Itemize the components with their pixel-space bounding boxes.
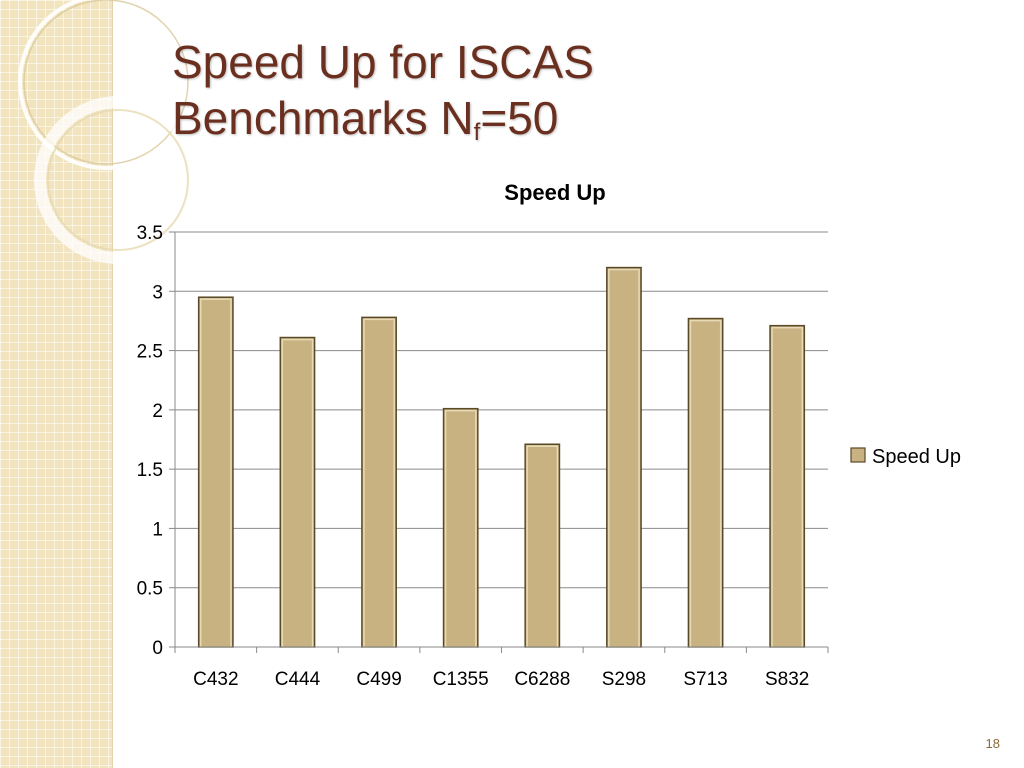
x-tick-label: S713 xyxy=(683,669,727,690)
x-tick-label: C432 xyxy=(193,669,238,690)
bar-s713 xyxy=(687,317,724,648)
y-tick-label: 1.5 xyxy=(137,460,163,481)
bar-c1355 xyxy=(442,407,479,648)
slide-title-line-2: Benchmarks Nf=50 xyxy=(172,90,594,146)
x-axis-ticks: C432 C444 C499 C1355 C6288 S298 S713 S832 xyxy=(174,647,829,690)
decorative-rings xyxy=(18,0,200,264)
bar-c6288 xyxy=(524,443,561,648)
bar-c499 xyxy=(361,316,397,648)
y-tick-label: 1 xyxy=(152,519,163,540)
y-tick-label: 0 xyxy=(152,638,163,659)
x-tick-label: S298 xyxy=(602,669,646,690)
page-number: 18 xyxy=(985,736,1000,751)
slide-title: Speed Up for ISCAS Benchmarks Nf=50 xyxy=(172,34,594,146)
slide-title-line-2-main: Benchmarks N xyxy=(172,92,474,144)
y-tick-label: 2.5 xyxy=(137,342,163,363)
y-tick-label: 3 xyxy=(152,282,163,303)
bar-c432 xyxy=(197,296,234,648)
y-axis-ticks: 0 0.5 1 1.5 2 2.5 3 3.5 xyxy=(137,223,176,659)
gridlines xyxy=(175,231,828,589)
slide-title-line-2-tail: =50 xyxy=(480,92,559,144)
bar-s832 xyxy=(769,324,806,648)
y-tick-label: 0.5 xyxy=(137,579,163,600)
bar-s298 xyxy=(606,266,642,648)
y-tick-label: 2 xyxy=(152,401,163,422)
slide-title-subscript: f xyxy=(473,119,481,146)
x-tick-label: S832 xyxy=(765,669,809,690)
chart-title: Speed Up xyxy=(504,180,605,205)
x-tick-label: C444 xyxy=(275,669,321,690)
y-tick-label: 3.5 xyxy=(137,223,163,244)
bars xyxy=(197,266,806,648)
x-tick-label: C1355 xyxy=(433,669,489,690)
bar-c444 xyxy=(279,336,316,648)
legend: Speed Up xyxy=(850,446,961,468)
legend-swatch xyxy=(850,447,866,463)
x-tick-label: C6288 xyxy=(514,669,570,690)
legend-label: Speed Up xyxy=(872,446,961,468)
slide-title-line-1: Speed Up for ISCAS xyxy=(172,36,594,88)
x-tick-label: C499 xyxy=(356,669,401,690)
